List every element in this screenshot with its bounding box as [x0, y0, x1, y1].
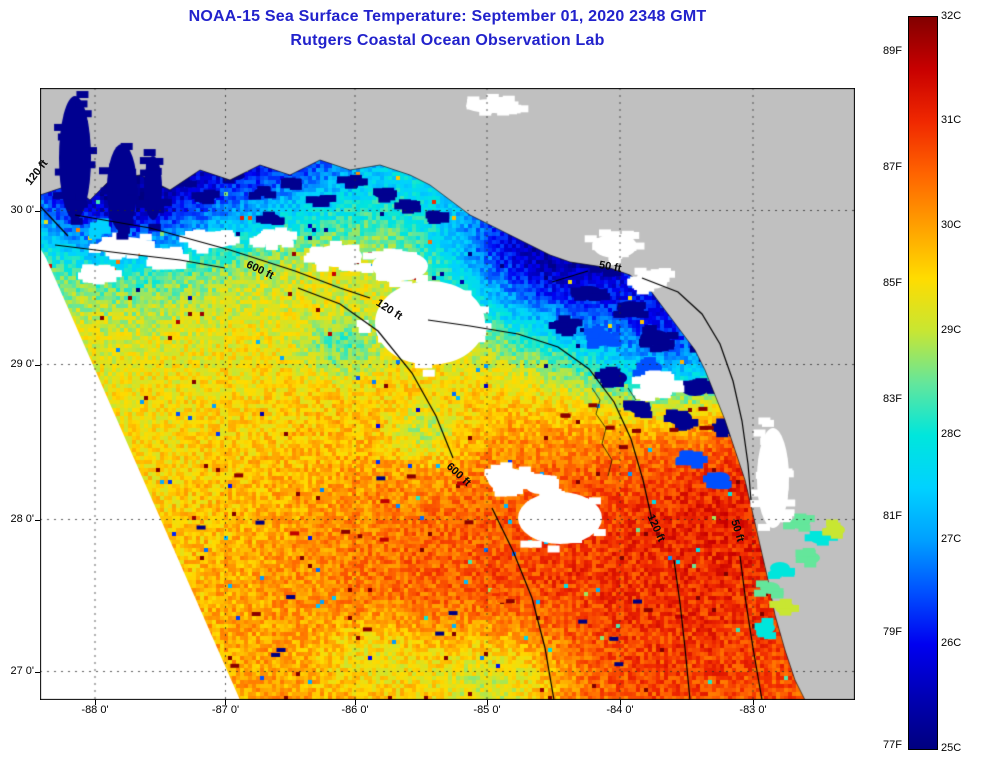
xtick-label: -88 0' [81, 704, 109, 716]
y-axis-tick [35, 519, 40, 521]
colorbar-fahrenheit-label: 89F [883, 45, 902, 57]
colorbar-celsius-label: 32C [941, 10, 962, 22]
y-axis-tick [35, 364, 40, 366]
y-axis-tick [35, 210, 40, 212]
colorbar-celsius-label: 29C [941, 324, 962, 336]
colorbar-fahrenheit-label: 81F [883, 510, 902, 522]
x-axis-tick [354, 700, 356, 705]
colorbar-fahrenheit-label: 83F [883, 393, 902, 405]
colorbar-celsius-label: 28C [941, 428, 962, 440]
colorbar-celsius-label: 27C [941, 533, 962, 545]
colorbar-fahrenheit-label: 87F [883, 161, 902, 173]
colorbar-celsius-label: 26C [941, 637, 962, 649]
xtick-label: -83 0' [739, 704, 767, 716]
page-title: NOAA-15 Sea Surface Temperature: Septemb… [188, 8, 707, 25]
sst-map-canvas [40, 88, 855, 700]
ytick-label: 28 0' [10, 513, 34, 525]
y-axis-tick [35, 671, 40, 673]
colorbar-fahrenheit-label: 79F [883, 626, 902, 638]
xtick-label: -85 0' [473, 704, 501, 716]
x-axis-tick [225, 700, 226, 705]
ytick-label: 30 0' [10, 204, 34, 216]
ytick-label: 29 0' [10, 358, 34, 370]
colorbar-fahrenheit-label: 85F [883, 277, 902, 289]
colorbar-celsius-label: 31C [941, 114, 962, 126]
colorbar-celsius-label: 25C [941, 742, 962, 754]
page-subtitle: Rutgers Coastal Ocean Observation Lab [290, 32, 605, 49]
temperature-colorbar [908, 16, 938, 750]
xtick-label: -86 0' [341, 704, 369, 716]
colorbar-celsius-label: 30C [941, 219, 962, 231]
colorbar-fahrenheit-label: 77F [883, 739, 902, 751]
xtick-label: -87 0' [211, 704, 240, 716]
x-axis-tick [619, 700, 621, 705]
x-axis-tick [752, 700, 754, 705]
x-axis-tick [486, 700, 488, 705]
ytick-label: 27 0' [10, 665, 34, 677]
x-axis-tick [94, 700, 96, 705]
xtick-label: -84 0' [606, 704, 634, 716]
